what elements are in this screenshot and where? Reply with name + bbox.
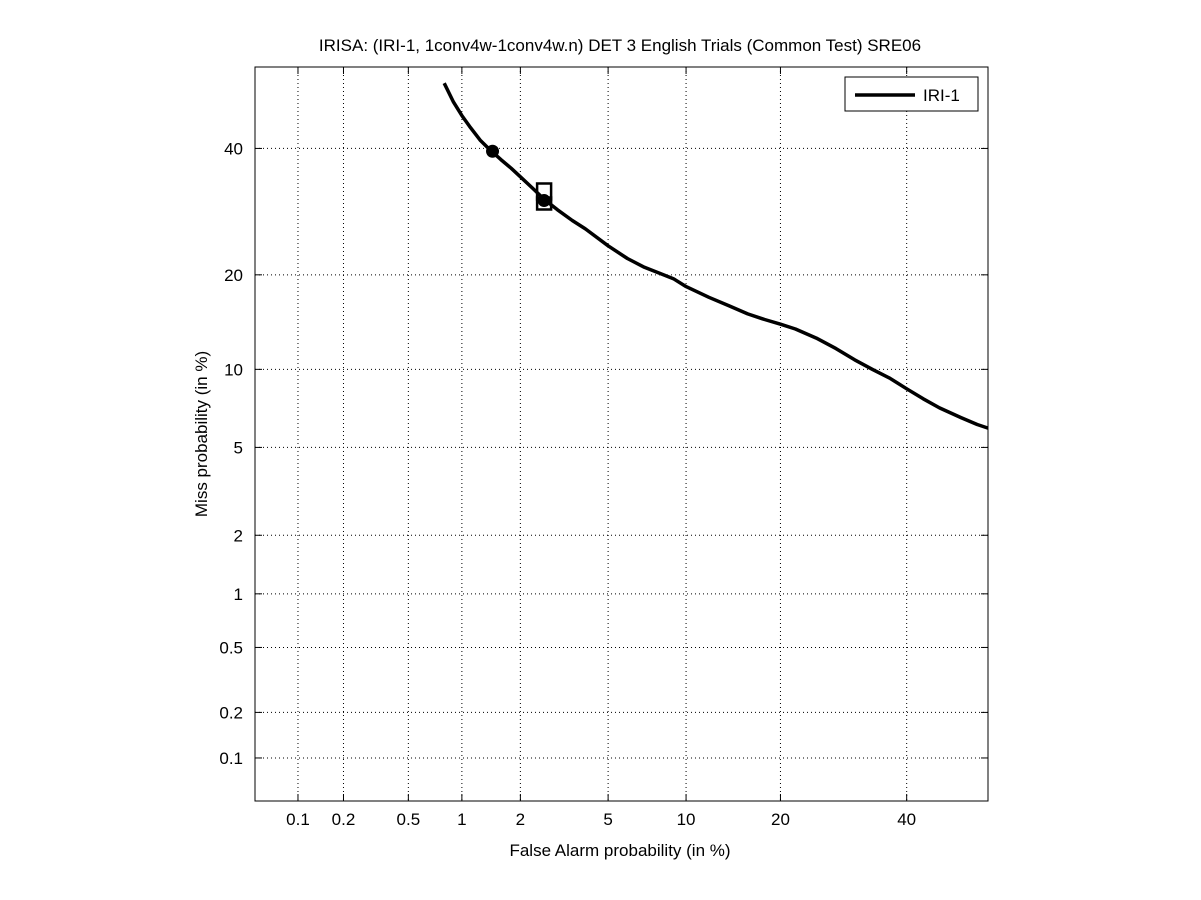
- x-tick-label: 2: [516, 810, 525, 829]
- legend: IRI-1: [844, 76, 979, 112]
- chart-title: IRISA: (IRI-1, 1conv4w-1conv4w.n) DET 3 …: [319, 36, 921, 55]
- x-tick-label: 10: [677, 810, 696, 829]
- y-axis-label: Miss probability (in %): [192, 351, 211, 517]
- x-tick-label: 40: [897, 810, 916, 829]
- x-tick-label: 0.1: [286, 810, 310, 829]
- operating-point-circle: [486, 144, 500, 158]
- x-tick-label: 0.2: [332, 810, 356, 829]
- axes-frame: [254, 66, 989, 802]
- operating-point-square-lower: [535, 196, 553, 211]
- x-axis-label: False Alarm probability (in %): [509, 841, 730, 860]
- y-tick-label: 20: [224, 266, 243, 285]
- legend-entry-iri-1: IRI-1: [923, 86, 960, 105]
- operating-point-square: [535, 182, 553, 201]
- y-tick-label: 2: [234, 526, 243, 545]
- plot-area: [442, 82, 989, 430]
- y-tick-label: 40: [224, 139, 243, 158]
- x-tick-label: 5: [603, 810, 612, 829]
- y-tick-label: 5: [234, 438, 243, 457]
- det-curve-iri-1: [442, 82, 989, 430]
- y-tick-label: 1: [234, 585, 243, 604]
- axis-ticks: 0.1 0.2 0.5 1 2 5 10 20 40 0.1 0.2 0.5 1 2 5 10 20 40: [219, 67, 988, 829]
- y-tick-label: 0.1: [219, 749, 243, 768]
- y-tick-label: 0.2: [219, 703, 243, 722]
- x-tick-label: 0.5: [397, 810, 421, 829]
- x-tick-label: 20: [771, 810, 790, 829]
- y-tick-label: 10: [224, 360, 243, 379]
- x-tick-label: 1: [457, 810, 466, 829]
- y-tick-label: 0.5: [219, 638, 243, 657]
